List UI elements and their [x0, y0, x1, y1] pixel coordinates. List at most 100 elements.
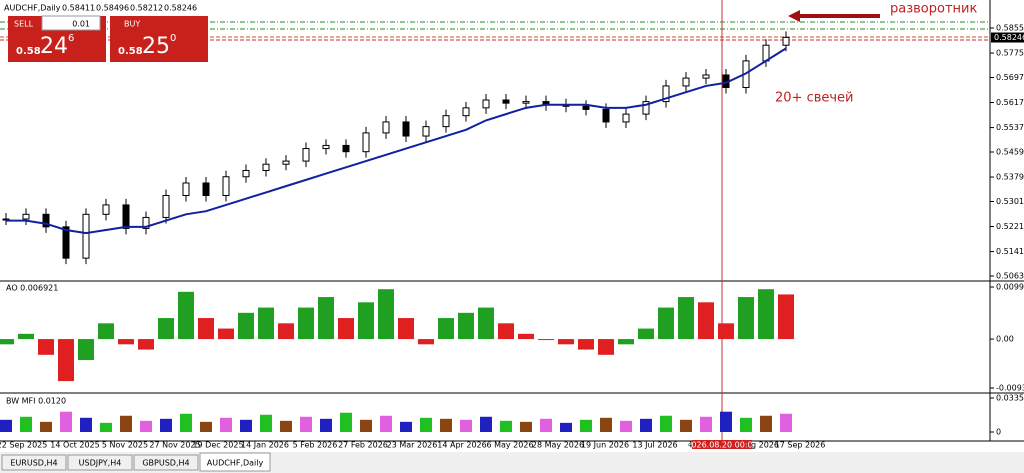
candle — [342, 144, 350, 153]
candle — [22, 213, 30, 220]
buy-button[interactable]: BUY — [124, 20, 140, 29]
candle — [682, 77, 690, 87]
candle — [782, 36, 790, 46]
mfi-bar — [560, 422, 572, 432]
time-label: 23 Mar 2026 — [387, 441, 438, 450]
ao-bar — [618, 339, 634, 345]
mfi-bar — [420, 417, 432, 432]
time-label: 27 Feb 2026 — [338, 441, 388, 450]
mfi-bar — [400, 421, 412, 432]
mfi-bar — [160, 418, 172, 432]
candle — [662, 85, 670, 103]
candle — [362, 132, 370, 153]
mfi-bar — [180, 413, 192, 432]
mfi-bar — [380, 415, 392, 432]
time-label: 14 Apr 2026 — [437, 441, 486, 450]
tab[interactable] — [1, 454, 67, 471]
ao-bar — [58, 339, 74, 382]
candle — [302, 148, 310, 162]
candle — [322, 144, 330, 150]
mfi-bar — [540, 418, 552, 432]
candle — [222, 176, 230, 197]
lot-input[interactable]: 0.01 — [72, 20, 90, 29]
ohlc-value: 0.58246 — [164, 4, 197, 13]
mfi-bar — [700, 416, 712, 432]
candle — [642, 101, 650, 115]
mfi-bar — [200, 421, 212, 432]
ao-bar — [518, 333, 534, 340]
ao-bar — [298, 307, 314, 340]
ao-bar — [718, 323, 734, 340]
sell-button[interactable]: SELL — [14, 20, 34, 29]
ao-bar — [438, 318, 454, 340]
mfi-bar — [320, 418, 332, 432]
buy-pips: 25 — [142, 34, 170, 59]
ao-bar — [638, 328, 654, 340]
ao-bar — [78, 339, 94, 361]
tab-label[interactable]: GBPUSD,H4 — [142, 459, 189, 468]
mfi-label: 0.0335 — [996, 394, 1024, 403]
ao-bar — [778, 294, 794, 340]
ao-bar — [198, 318, 214, 340]
candle — [262, 163, 270, 171]
tab-label[interactable]: AUDCHF,Daily — [207, 459, 264, 468]
ao-bar — [498, 323, 514, 340]
time-marker — [692, 440, 752, 449]
tab[interactable] — [199, 452, 271, 472]
mfi-bar — [120, 415, 132, 432]
candle — [282, 160, 290, 165]
mfi-bar — [440, 418, 452, 432]
ao-label: 0.009917 — [996, 283, 1024, 292]
mfi-bar — [60, 411, 72, 432]
ao-bar — [178, 291, 194, 340]
ao-bar — [358, 302, 374, 340]
ao-label: -0.00932 — [996, 384, 1024, 393]
ao-bar — [238, 312, 254, 340]
ao-bar — [678, 297, 694, 340]
candle — [42, 213, 50, 228]
ao-bar — [478, 307, 494, 340]
ao-bar — [98, 323, 114, 340]
ao-bar — [338, 318, 354, 340]
mfi-bar — [280, 420, 292, 432]
mfi-bar — [720, 411, 732, 432]
candle — [702, 74, 710, 79]
ao-bar — [378, 289, 394, 340]
mfi-bar — [340, 412, 352, 432]
candle — [122, 204, 130, 229]
mfi-bar — [780, 413, 792, 432]
ao-bar — [278, 323, 294, 340]
buy-point: 0 — [170, 33, 176, 44]
tab-label[interactable]: EURUSD,H4 — [10, 459, 57, 468]
ao-bar — [658, 307, 674, 340]
tab-label[interactable]: USDJPY,H4 — [79, 459, 122, 468]
candle — [482, 99, 490, 109]
candle — [102, 204, 110, 215]
indicator-label: BW MFI 0.0120 — [6, 397, 66, 406]
tab[interactable] — [67, 454, 133, 471]
mfi-bar — [640, 418, 652, 432]
mfi-bar — [140, 420, 152, 432]
ao-bar — [738, 297, 754, 340]
mfi-bar — [40, 421, 52, 432]
ao-bar — [418, 339, 434, 345]
mfi-bar — [680, 419, 692, 432]
candle — [202, 182, 210, 197]
mfi-bar — [300, 416, 312, 432]
annotation: 20+ свечей — [775, 91, 854, 106]
ao-bar — [598, 339, 614, 355]
sell-point: 6 — [68, 33, 74, 44]
time-label: 19 Dec 2025 — [192, 441, 243, 450]
ao-bar — [0, 339, 14, 345]
ao-bar — [458, 312, 474, 340]
tab[interactable] — [133, 454, 199, 471]
ao-label: 0.00 — [996, 335, 1014, 344]
